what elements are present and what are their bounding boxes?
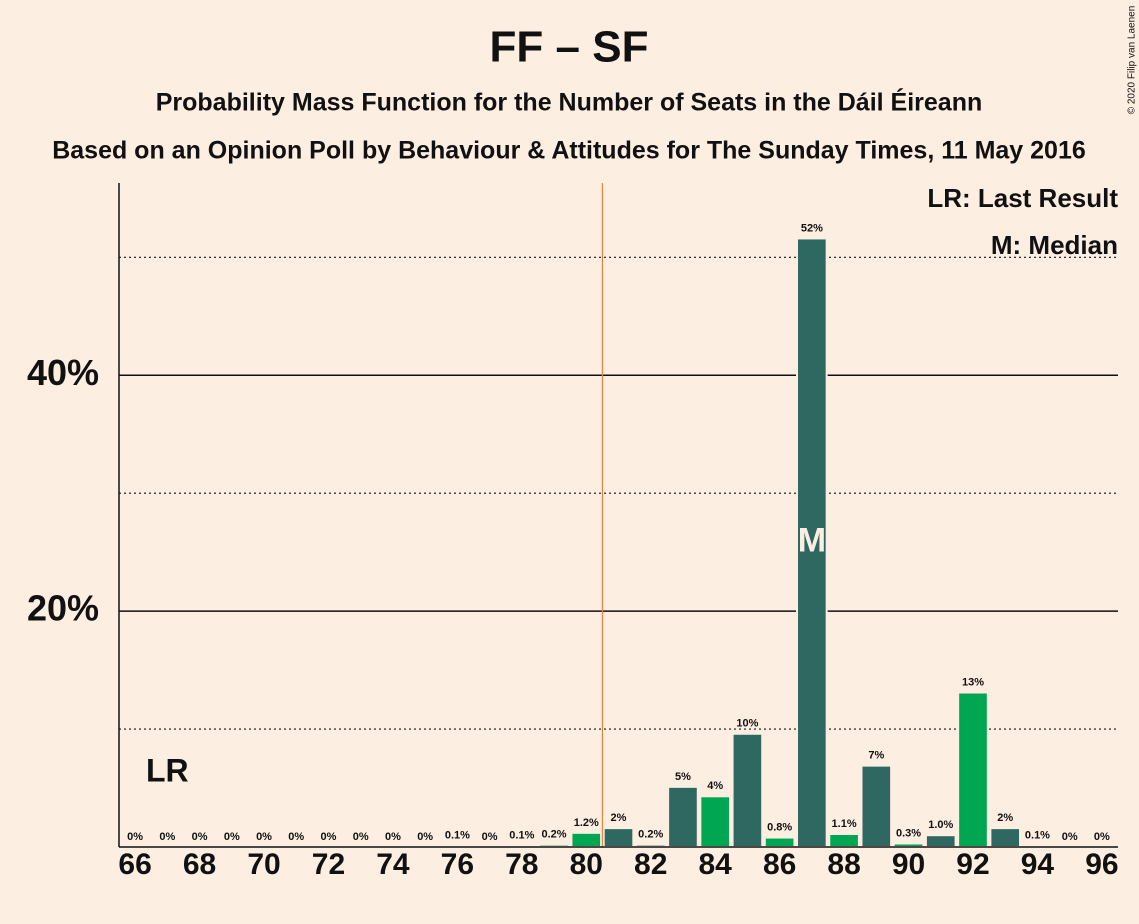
median-marker: M — [798, 522, 826, 560]
value-label: 0% — [417, 831, 433, 843]
x-tick-label: 88 — [827, 848, 860, 881]
x-tick-label: 84 — [698, 848, 732, 881]
x-tick-label: 70 — [247, 848, 280, 881]
bar — [957, 691, 989, 848]
value-label: 2% — [611, 812, 627, 824]
value-label: 7% — [868, 750, 884, 762]
chart-title: FF – SF — [490, 23, 649, 72]
copyright: © 2020 Filip van Laenen — [1127, 6, 1138, 115]
bar — [699, 795, 732, 848]
value-label: 0.1% — [509, 830, 534, 842]
value-label: 10% — [736, 718, 758, 730]
value-label: 0.2% — [638, 829, 663, 841]
value-label: 4% — [707, 780, 723, 792]
value-label: 0% — [127, 831, 143, 843]
value-label: 0% — [224, 831, 240, 843]
value-label: 0% — [192, 831, 208, 843]
bar — [763, 836, 796, 848]
value-label: 1.2% — [574, 817, 599, 829]
value-label: 1.0% — [928, 819, 953, 831]
last-result-label: LR — [146, 752, 189, 788]
x-tick-label: 94 — [1021, 848, 1055, 881]
y-tick-label: 20% — [27, 588, 99, 629]
x-tick-label: 72 — [312, 848, 345, 881]
bar — [989, 827, 1022, 848]
value-label: 0.3% — [896, 827, 921, 839]
value-label: 0% — [385, 831, 401, 843]
x-tick-label: 82 — [634, 848, 667, 881]
value-label: 2% — [997, 812, 1013, 824]
value-label: 0.8% — [767, 821, 792, 833]
bar — [924, 834, 957, 849]
value-label: 0.1% — [445, 830, 470, 842]
value-label: 0% — [256, 831, 272, 843]
value-label: 0% — [288, 831, 304, 843]
x-tick-label: 86 — [763, 848, 796, 881]
value-label: 0.2% — [542, 829, 567, 841]
bar — [860, 764, 893, 848]
value-label: 0.1% — [1025, 830, 1050, 842]
x-tick-label: 90 — [892, 848, 925, 881]
value-label: 1.1% — [832, 818, 857, 830]
value-label: 0% — [1094, 831, 1110, 843]
value-label: 5% — [675, 771, 691, 783]
value-label: 52% — [801, 222, 823, 234]
x-tick-label: 66 — [118, 848, 151, 881]
bar — [731, 732, 764, 848]
chart-subtitle: Probability Mass Function for the Number… — [156, 88, 983, 117]
value-label: 13% — [962, 676, 984, 688]
value-label: 0% — [1062, 831, 1078, 843]
value-label: 0% — [353, 831, 369, 843]
x-tick-label: 80 — [570, 848, 603, 881]
y-tick-label: 40% — [27, 352, 99, 393]
bar — [570, 831, 603, 848]
value-label: 0% — [321, 831, 337, 843]
value-label: 0% — [482, 831, 498, 843]
x-tick-label: 92 — [956, 848, 989, 881]
bar — [667, 785, 699, 848]
legend-entry: M: Median — [991, 230, 1118, 260]
chart-subtitle: Based on an Opinion Poll by Behaviour & … — [52, 137, 1086, 165]
x-tick-label: 78 — [505, 848, 538, 881]
x-tick-label: 76 — [441, 848, 474, 881]
value-label: 0% — [159, 831, 175, 843]
x-tick-label: 68 — [183, 848, 216, 881]
bar — [602, 827, 635, 848]
x-tick-label: 96 — [1085, 848, 1118, 881]
legend-entry: LR: Last Result — [927, 183, 1118, 213]
x-tick-label: 74 — [376, 848, 410, 881]
bar — [828, 833, 860, 849]
